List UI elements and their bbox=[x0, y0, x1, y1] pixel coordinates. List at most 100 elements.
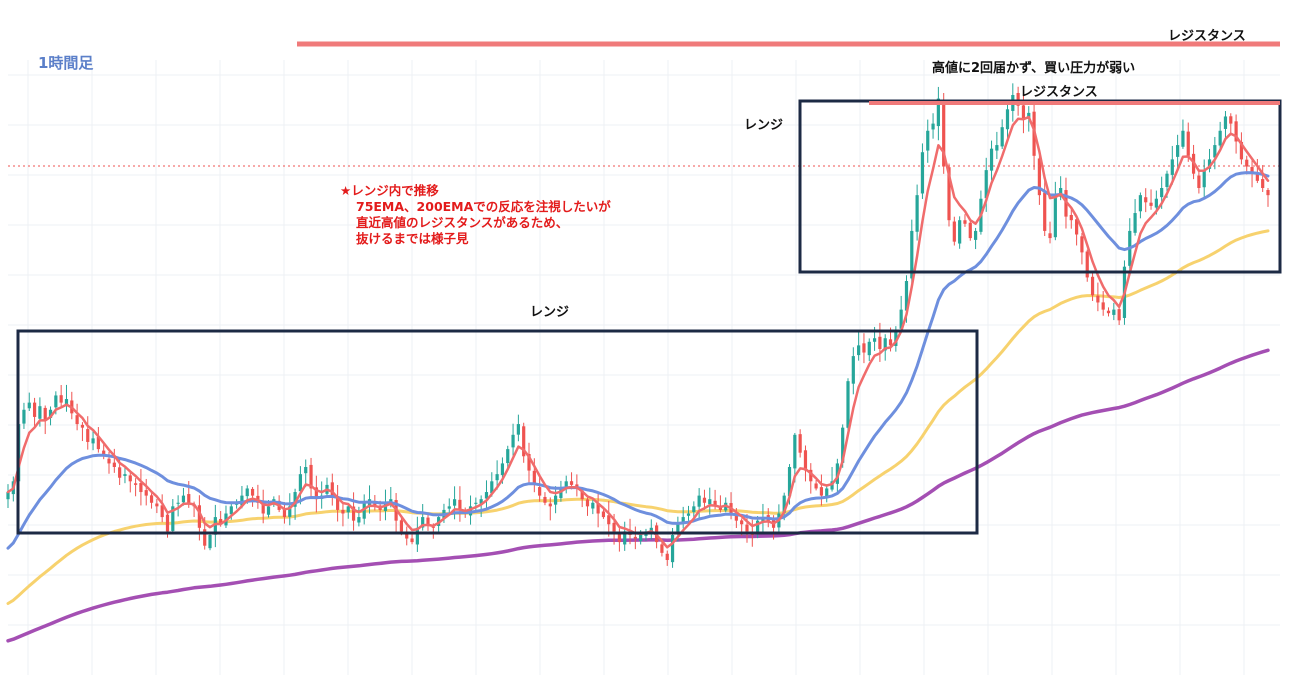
candle-body bbox=[54, 395, 58, 408]
candle-body bbox=[841, 427, 845, 463]
candle-body bbox=[670, 534, 675, 563]
ema-75-line bbox=[6, 229, 1270, 605]
candle-body bbox=[867, 341, 871, 356]
memo-line-4: 抜けるまでは様子見 bbox=[356, 231, 469, 246]
candle-body bbox=[203, 529, 207, 546]
candle-body bbox=[968, 222, 972, 239]
candle-body bbox=[527, 454, 531, 471]
candle-body bbox=[920, 152, 925, 194]
candle-body bbox=[591, 502, 595, 509]
candle-body bbox=[506, 449, 510, 464]
candle-body bbox=[118, 467, 122, 478]
candle-body bbox=[240, 495, 244, 506]
candle-body bbox=[516, 424, 520, 435]
candle-body bbox=[745, 524, 749, 532]
candle-body bbox=[564, 481, 568, 489]
candle-body bbox=[490, 481, 494, 494]
candle-body bbox=[607, 515, 611, 525]
candle-body bbox=[176, 502, 180, 504]
candle-body bbox=[1138, 195, 1143, 212]
candle-body bbox=[1090, 276, 1095, 296]
candle-body bbox=[830, 481, 834, 490]
candle-body bbox=[304, 467, 308, 474]
candle-body bbox=[1261, 179, 1265, 188]
candle-body bbox=[165, 514, 170, 532]
resistance-label-top: レジスタンス bbox=[1168, 29, 1246, 44]
candle-body bbox=[1144, 197, 1148, 203]
candle-body bbox=[102, 450, 106, 457]
candle-body bbox=[1133, 213, 1137, 233]
candle-body bbox=[1080, 236, 1084, 253]
candle-body bbox=[548, 503, 552, 507]
candle-body bbox=[1016, 93, 1020, 106]
candle-body bbox=[559, 488, 563, 499]
ema-25-path bbox=[6, 171, 1270, 550]
ema-200-line bbox=[6, 348, 1270, 643]
candle-body bbox=[857, 345, 861, 356]
candle-body bbox=[1165, 173, 1169, 187]
memo-line-1: ★レンジ内で推移 bbox=[340, 183, 439, 198]
candle-body bbox=[298, 474, 303, 492]
candle-body bbox=[1181, 130, 1185, 147]
candle-body bbox=[27, 402, 31, 409]
candle-body bbox=[1245, 159, 1249, 167]
candle-body bbox=[197, 505, 201, 528]
timeframe-label: 1時間足 bbox=[38, 54, 94, 72]
candle-body bbox=[819, 487, 824, 496]
candle-body bbox=[452, 499, 457, 506]
candle-body bbox=[862, 343, 866, 353]
ema-200-path bbox=[6, 348, 1270, 643]
candle-body bbox=[213, 517, 217, 535]
candle-body bbox=[357, 517, 361, 523]
candle-body bbox=[1106, 310, 1111, 314]
candle-body bbox=[1053, 195, 1057, 238]
candle-body bbox=[1021, 105, 1026, 121]
candle-body bbox=[952, 221, 956, 242]
candle-body bbox=[1218, 130, 1222, 146]
candle-body bbox=[1101, 302, 1105, 310]
candle-body bbox=[803, 450, 808, 471]
candle-body bbox=[936, 98, 940, 127]
candle-body bbox=[181, 495, 186, 503]
candle-body bbox=[697, 495, 701, 507]
candle-body bbox=[601, 511, 606, 518]
candle-body bbox=[139, 482, 143, 493]
candle-body bbox=[692, 506, 696, 512]
candle-body bbox=[1075, 219, 1079, 235]
candle-body bbox=[686, 513, 691, 516]
candle-body bbox=[963, 220, 967, 224]
candle-body bbox=[899, 309, 903, 329]
candle-body bbox=[708, 499, 712, 505]
candle-body bbox=[1048, 233, 1052, 239]
candle-body bbox=[702, 497, 707, 503]
range-label-left: レンジ bbox=[530, 305, 570, 320]
candle-body bbox=[112, 462, 116, 467]
candle-body bbox=[1000, 127, 1004, 147]
candle-body bbox=[947, 167, 951, 221]
candle-body bbox=[1149, 202, 1153, 206]
candle-body bbox=[798, 434, 802, 453]
candle-body bbox=[756, 520, 760, 533]
candle-body bbox=[649, 527, 653, 532]
candle-body bbox=[458, 499, 462, 510]
candle-body bbox=[123, 474, 127, 476]
candle-body bbox=[149, 495, 154, 503]
candle-body bbox=[293, 492, 297, 507]
candle-body bbox=[984, 170, 988, 199]
candle-body bbox=[410, 538, 414, 543]
candle-body bbox=[282, 509, 287, 518]
candle-body bbox=[872, 338, 877, 342]
candle-body bbox=[915, 195, 919, 232]
candle-body bbox=[1239, 141, 1244, 160]
candle-body bbox=[665, 553, 669, 560]
candle-body bbox=[1213, 145, 1217, 158]
candle-body bbox=[484, 492, 489, 499]
candle-body bbox=[1170, 159, 1174, 175]
candle-body bbox=[910, 230, 914, 279]
resistance-note: 高値に2回届かず、買い圧力が弱い bbox=[932, 61, 1136, 76]
candle-body bbox=[1059, 188, 1063, 197]
candle-body bbox=[543, 496, 547, 503]
candle-body bbox=[500, 463, 505, 476]
candle-body bbox=[958, 220, 962, 244]
